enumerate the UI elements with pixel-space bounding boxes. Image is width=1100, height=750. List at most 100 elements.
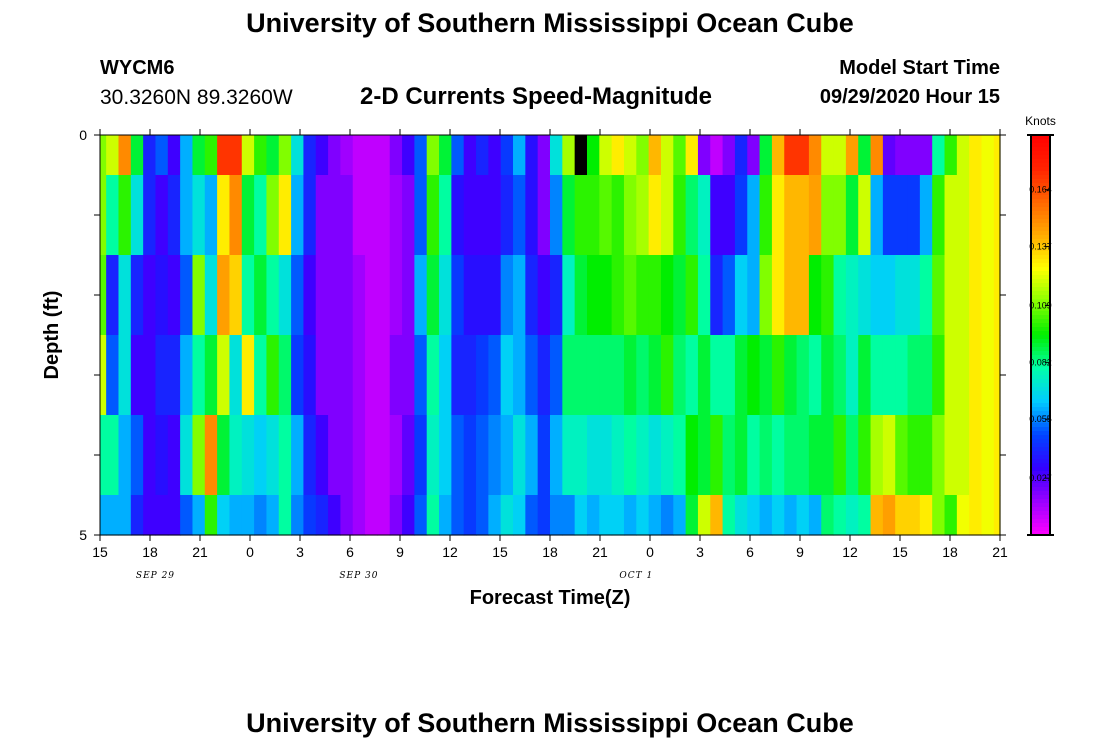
heatmap-cell: [932, 495, 946, 536]
heatmap-cell: [623, 255, 637, 336]
colorbar-segment: [1031, 343, 1050, 348]
heatmap-cell: [870, 495, 884, 536]
heatmap-cell: [439, 255, 452, 336]
heatmap-cell: [340, 495, 354, 536]
heatmap-cell: [118, 415, 132, 496]
x-tick-label: 6: [346, 544, 354, 560]
heatmap-cell: [426, 135, 440, 176]
heatmap-cell: [734, 335, 748, 416]
heatmap-cell: [808, 255, 822, 336]
heatmap-cell: [808, 335, 822, 416]
colorbar-segment: [1031, 235, 1050, 240]
heatmap-cell: [882, 335, 896, 416]
heatmap-cell: [204, 415, 218, 496]
heatmap-cell: [870, 175, 884, 256]
heatmap-cell: [439, 135, 452, 176]
heatmap-cell: [180, 135, 194, 176]
x-tick-label: 12: [842, 544, 858, 560]
heatmap-cell: [463, 255, 477, 336]
heatmap-cell: [340, 255, 354, 336]
missing-cell: [574, 135, 588, 176]
heatmap-cell: [537, 335, 551, 416]
heatmap-cell: [389, 255, 403, 336]
heatmap-cell: [303, 335, 317, 416]
heatmap-cell: [500, 335, 514, 416]
heatmap-cell: [771, 415, 785, 496]
heatmap-cell: [426, 495, 440, 536]
heatmap-cell: [747, 175, 761, 256]
colorbar-segment: [1031, 355, 1050, 360]
heatmap-cell: [143, 415, 157, 496]
heatmap-cell: [340, 175, 354, 256]
colorbar-segment: [1031, 311, 1050, 316]
heatmap-cell: [821, 255, 835, 336]
heatmap-cell: [439, 335, 452, 416]
colorbar-segment: [1031, 335, 1050, 340]
colorbar-segment: [1031, 271, 1050, 276]
heatmap-cell: [870, 335, 884, 416]
heatmap-cell: [303, 135, 317, 176]
heatmap-cell: [402, 415, 415, 496]
heatmap-cell: [685, 495, 699, 536]
heatmap-cell: [636, 135, 650, 176]
heatmap-cell: [254, 335, 268, 416]
heatmap-cell: [463, 335, 477, 416]
colorbar-segment: [1031, 231, 1050, 236]
heatmap-cell: [192, 415, 206, 496]
heatmap-cell: [352, 495, 366, 536]
heatmap-cell: [623, 415, 637, 496]
heatmap-cell: [155, 335, 169, 416]
heatmap-cell: [599, 335, 613, 416]
heatmap-cell: [907, 135, 921, 176]
heatmap-cell: [858, 255, 872, 336]
heatmap-cell: [488, 495, 502, 536]
heatmap-cell: [944, 135, 958, 176]
x-tick-label: 15: [492, 544, 508, 560]
colorbar-segment: [1031, 251, 1050, 256]
model-start-value: 09/29/2020 Hour 15: [819, 86, 1000, 108]
heatmap-cell: [476, 415, 489, 496]
colorbar-segment: [1031, 143, 1050, 148]
heatmap-cell: [907, 495, 921, 536]
heatmap-cell: [254, 255, 268, 336]
heatmap-cell: [377, 135, 391, 176]
heatmap-cell: [217, 335, 231, 416]
heatmap-cell: [377, 335, 391, 416]
heatmap-cell: [685, 135, 699, 176]
heatmap-cell: [895, 255, 909, 336]
heatmap-cell: [513, 175, 526, 256]
heatmap-cell: [919, 255, 933, 336]
heatmap-cell: [426, 335, 440, 416]
heatmap-cell: [328, 255, 342, 336]
heatmap-cell: [907, 175, 921, 256]
x-axis: 15 18 21 0 3 6 9 12 15 18 21 0 3 6 9 12 15 18 21 SEP 29 SEP …: [92, 129, 1008, 581]
heatmap-cell: [845, 415, 859, 496]
heatmap-cell: [648, 135, 662, 176]
colorbar-segment: [1031, 471, 1050, 476]
colorbar-segment: [1031, 239, 1050, 244]
heatmap-cell: [858, 495, 872, 536]
heatmap-cell: [833, 335, 847, 416]
colorbar-segment: [1031, 219, 1050, 224]
heatmap-cell: [254, 495, 268, 536]
heatmap-cell: [414, 335, 428, 416]
heatmap-cell: [513, 415, 526, 496]
heatmap-cell: [377, 495, 391, 536]
heatmap-cell: [451, 175, 465, 256]
colorbar-segment: [1031, 291, 1050, 296]
heatmap-cell: [759, 335, 773, 416]
heatmap-cell: [204, 135, 218, 176]
heatmap-cell: [180, 255, 194, 336]
colorbar-segment: [1031, 331, 1050, 336]
heatmap-cell: [100, 255, 107, 336]
heatmap-cell: [623, 135, 637, 176]
heatmap-cell: [463, 135, 477, 176]
heatmap-cell: [685, 415, 699, 496]
heatmap-cell: [143, 135, 157, 176]
heatmap-cell: [328, 495, 342, 536]
colorbar-segment: [1031, 159, 1050, 164]
heatmap-cell: [130, 495, 144, 536]
heatmap-cell: [167, 255, 181, 336]
colorbar-segment: [1031, 259, 1050, 264]
